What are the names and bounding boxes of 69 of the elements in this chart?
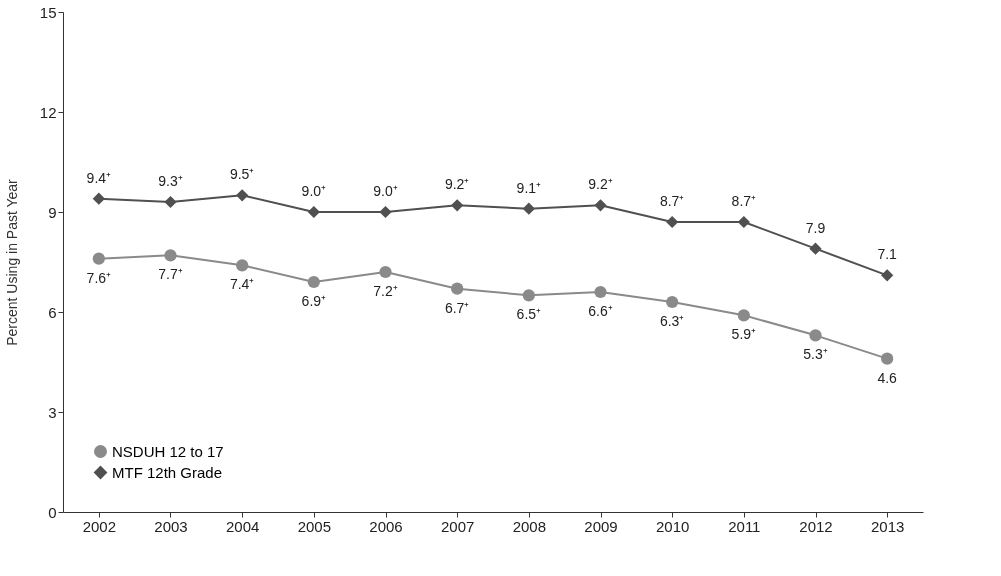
point: [666, 215, 679, 229]
point: [522, 289, 535, 302]
point: [522, 202, 535, 215]
x-tick-label: 2008: [512, 517, 547, 535]
data-label: 7.9: [805, 219, 826, 236]
x-tick-label: 2005: [297, 517, 332, 535]
point: [737, 215, 750, 229]
data-label: 5.3⁺: [803, 346, 828, 363]
data-label: 6.7⁺: [444, 299, 470, 316]
point: [737, 309, 750, 322]
legend-label: MTF 12th Grade: [112, 463, 223, 481]
data-label: 7.2⁺: [373, 283, 398, 299]
point: [92, 192, 105, 205]
legend-label: NSDUH 12 to 17: [112, 442, 224, 460]
data-label: 7.4⁺: [229, 276, 255, 293]
x-tick-label: 2011: [728, 517, 761, 535]
point: [881, 269, 894, 282]
x-tick-label: 2002: [82, 517, 117, 535]
x-tick-label: 2007: [440, 517, 475, 535]
point: [666, 295, 679, 309]
y-axis-title: Percent Using in Past Year: [3, 178, 20, 346]
point: [236, 259, 249, 272]
point: [164, 195, 177, 209]
point: [594, 285, 607, 299]
point: [379, 265, 392, 279]
point: [809, 242, 822, 255]
y-tick-label: 12: [39, 103, 57, 121]
point: [307, 205, 320, 219]
x-tick-label: 2010: [655, 517, 690, 535]
x-tick-label: 2004: [225, 517, 260, 535]
data-label: 9.4⁺: [86, 169, 112, 186]
point: [451, 199, 464, 212]
y-tick-label: 3: [48, 403, 57, 421]
data-label: 9.1⁺: [516, 179, 542, 196]
data-label: 9.2⁺: [588, 176, 613, 193]
point: [809, 329, 822, 342]
data-label: 6.3⁺: [659, 313, 685, 329]
data-label: 9.3⁺: [158, 173, 183, 189]
data-label: 6.5⁺: [516, 306, 542, 323]
data-label: 8.7⁺: [659, 193, 685, 209]
y-tick-label: 6: [48, 303, 57, 321]
data-label: 4.6: [877, 369, 898, 386]
data-label: 6.9⁺: [301, 293, 327, 309]
point: [236, 189, 249, 202]
x-tick-label: 2003: [154, 517, 188, 535]
x-tick-label: 2006: [369, 517, 403, 535]
x-tick-label: 2013: [870, 517, 905, 535]
point: [379, 205, 392, 219]
y-tick-label: 15: [39, 3, 57, 21]
point: [307, 275, 320, 289]
point: [164, 249, 177, 262]
x-tick-label: 2012: [799, 517, 833, 535]
data-label: 7.1: [877, 246, 898, 263]
data-label: 9.2⁺: [444, 176, 470, 193]
point: [451, 282, 464, 295]
data-label: 9.0⁺: [301, 183, 327, 199]
data-label: 9.0⁺: [373, 183, 398, 199]
point: [92, 252, 105, 265]
data-label: 7.7⁺: [158, 266, 183, 283]
data-label: 6.6⁺: [588, 303, 613, 319]
data-label: 8.7⁺: [731, 193, 757, 209]
data-label: 9.5⁺: [229, 166, 255, 183]
x-tick-label: 2009: [584, 517, 618, 535]
point: [881, 352, 894, 365]
data-label: 5.9⁺: [731, 326, 757, 343]
data-label: 7.6⁺: [86, 269, 112, 286]
y-tick-label: 0: [48, 503, 57, 521]
point: [594, 199, 607, 212]
y-tick-label: 9: [48, 203, 57, 221]
